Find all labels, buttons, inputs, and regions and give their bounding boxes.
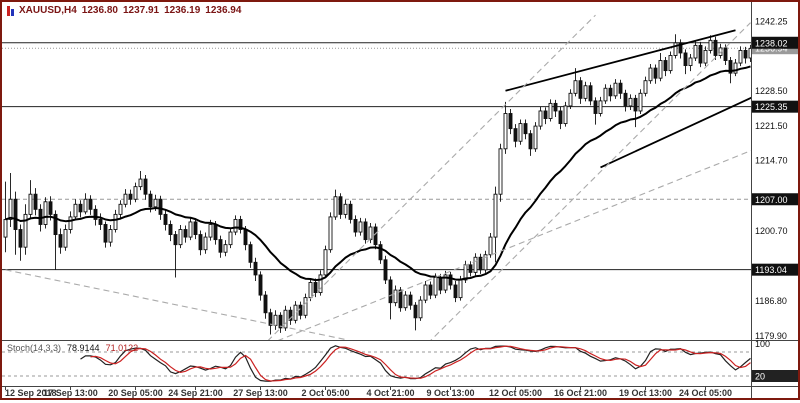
svg-text:1179.90: 1179.90	[755, 331, 787, 341]
svg-text:1186.80: 1186.80	[755, 296, 787, 306]
svg-text:17 Sep 13:00: 17 Sep 13:00	[43, 388, 98, 398]
candlestick-icon	[7, 5, 14, 16]
symbol-ohlc-label: XAUUSD,H4 1236.80 1237.91 1236.19 1236.9…	[7, 5, 241, 16]
svg-text:4 Oct 21:00: 4 Oct 21:00	[366, 388, 414, 398]
svg-text:1228.50: 1228.50	[755, 86, 788, 96]
chart-canvas[interactable]: 1242.25 1228.50 1221.50 1214.70 1200.70 1186.…	[2, 2, 798, 398]
price-axis[interactable]	[753, 2, 798, 386]
svg-text:27 Sep 13:00: 27 Sep 13:00	[233, 388, 288, 398]
svg-text:24 Sep 21:00: 24 Sep 21:00	[168, 388, 223, 398]
svg-text:1221.50: 1221.50	[755, 121, 788, 131]
svg-text:1238.02: 1238.02	[755, 38, 788, 48]
svg-text:1207.00: 1207.00	[755, 195, 788, 205]
indicator-name: Stoch(14,3,3)	[7, 343, 62, 353]
svg-text:16 Oct 21:00: 16 Oct 21:00	[554, 388, 607, 398]
time-axis[interactable]	[2, 387, 798, 398]
svg-text:1214.70: 1214.70	[755, 155, 788, 165]
pane-separator[interactable]	[2, 338, 751, 344]
svg-text:1242.25: 1242.25	[755, 16, 788, 26]
symbol-timeframe: XAUUSD,H4	[19, 5, 77, 16]
indicator-label: Stoch(14,3,3) 78.9144 71.0122	[7, 343, 138, 353]
indicator-signal-value: 71.0122	[105, 343, 139, 353]
svg-text:1200.70: 1200.70	[755, 226, 788, 236]
indicator-main-value: 78.9144	[67, 343, 100, 353]
ohlc-close: 1236.94	[205, 5, 242, 16]
svg-text:1193.04: 1193.04	[755, 265, 787, 275]
svg-text:19 Oct 13:00: 19 Oct 13:00	[619, 388, 672, 398]
svg-text:20: 20	[755, 372, 765, 382]
svg-text:12 Sep 2018: 12 Sep 2018	[5, 388, 57, 398]
ohlc-high: 1237.91	[122, 5, 160, 16]
ohlc-open: 1236.80	[81, 5, 118, 16]
svg-text:20 Sep 05:00: 20 Sep 05:00	[108, 388, 163, 398]
svg-text:12 Oct 05:00: 12 Oct 05:00	[489, 388, 542, 398]
svg-text:24 Oct 05:00: 24 Oct 05:00	[679, 388, 732, 398]
svg-text:9 Oct 13:00: 9 Oct 13:00	[426, 388, 474, 398]
svg-text:1225.35: 1225.35	[755, 102, 788, 112]
ohlc-low: 1236.19	[164, 5, 201, 16]
svg-text:2 Oct 05:00: 2 Oct 05:00	[301, 388, 349, 398]
svg-text:100: 100	[755, 339, 770, 349]
